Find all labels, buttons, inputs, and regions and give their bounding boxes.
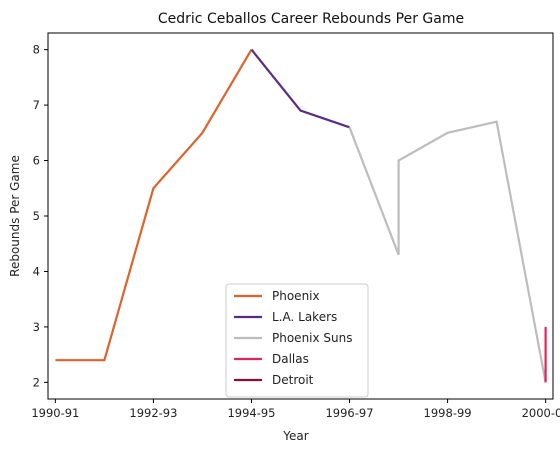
x-tick-label-5: 2000-01 [522, 406, 560, 420]
series-layer [55, 48, 547, 383]
x-tick-label-1: 1992-93 [129, 406, 177, 420]
legend-label-4: Detroit [272, 373, 314, 387]
x-axis-label: Year [282, 429, 308, 443]
axes-layer: 1990-91 1992-93 1994-95 1996-97 1998-99 2000-… [31, 32, 560, 420]
legend: Phoenix L.A. Lakers Phoenix Suns Dallas Detr… [225, 283, 369, 398]
y-tick-label-6: 8 [33, 43, 40, 57]
x-tick-label-3: 1996-97 [325, 406, 373, 420]
y-tick-label-2: 4 [33, 264, 40, 278]
series-line-0 [55, 49, 253, 362]
legend-label-3: Dallas [272, 352, 309, 366]
chart-title: Cedric Ceballos Career Rebounds Per Game [158, 11, 464, 27]
series-line-1 [250, 48, 350, 129]
y-axis-label: Rebounds Per Game [8, 155, 22, 277]
x-tick-label-2: 1994-95 [227, 406, 275, 420]
x-tick-label-0: 1990-91 [31, 406, 79, 420]
y-tick-label-5: 7 [33, 98, 40, 112]
y-tick-label-1: 3 [33, 320, 40, 334]
legend-label-0: Phoenix [272, 289, 320, 303]
y-tick-label-0: 2 [33, 375, 40, 389]
legend-box [225, 283, 369, 398]
series-line-2 [348, 120, 547, 383]
legend-label-2: Phoenix Suns [272, 331, 353, 345]
legend-label-1: L.A. Lakers [272, 310, 337, 324]
y-tick-label-3: 5 [33, 209, 40, 223]
x-tick-label-4: 1998-99 [424, 406, 472, 420]
y-tick-label-4: 6 [33, 154, 40, 168]
